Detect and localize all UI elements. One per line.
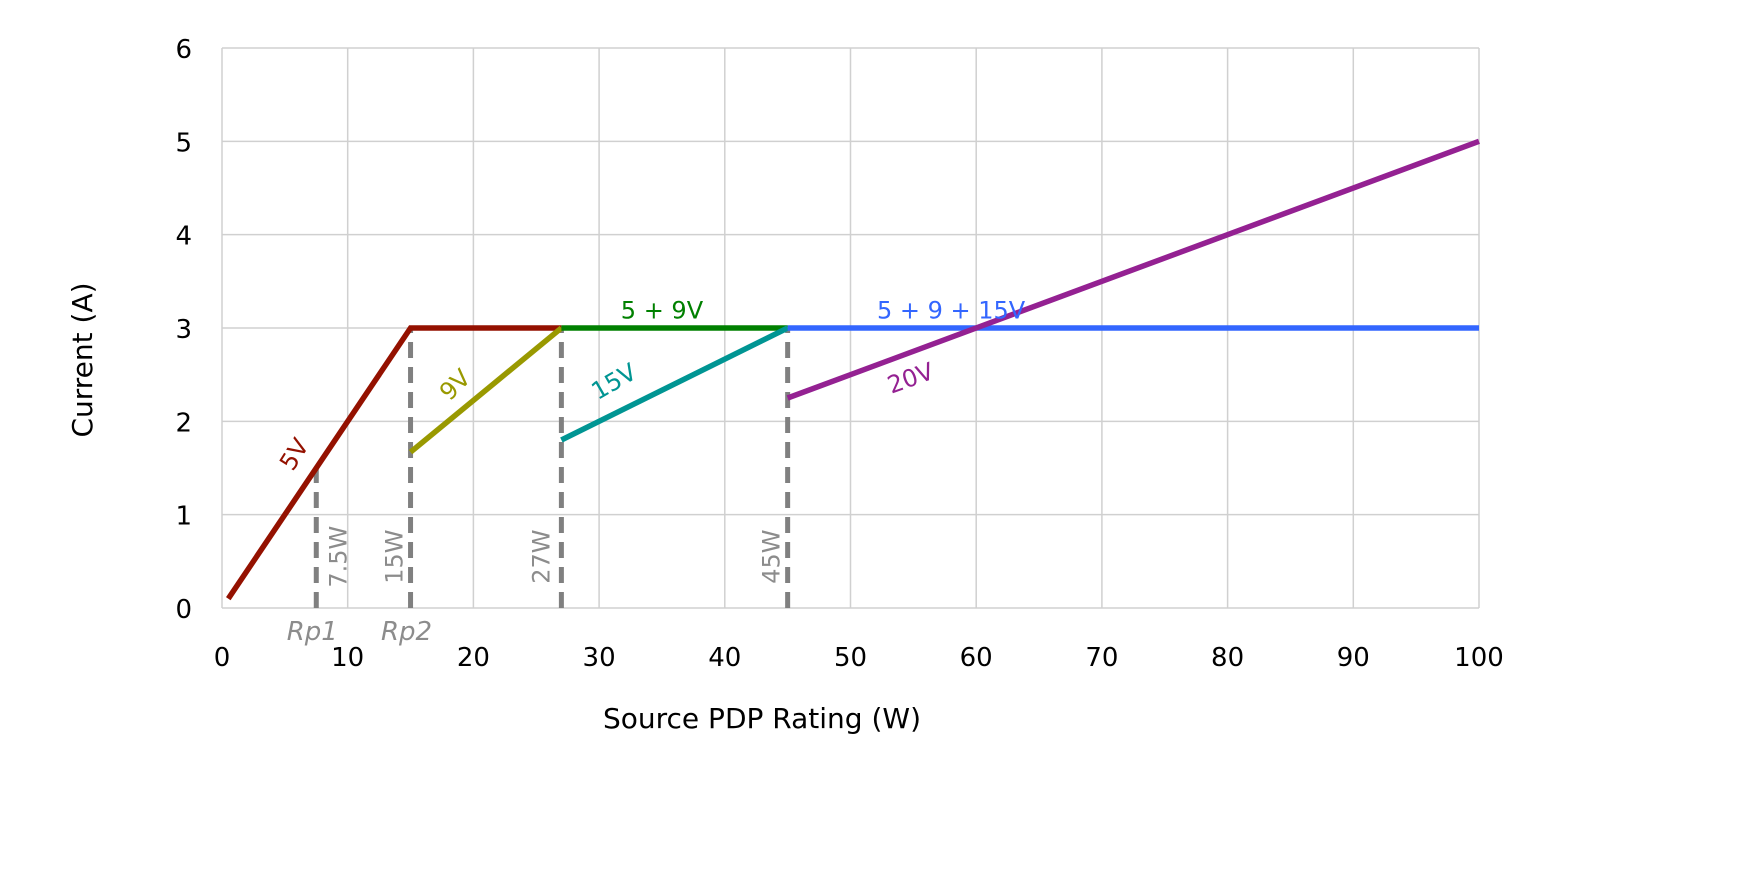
series-lines: [226, 138, 1480, 601]
x-tick-label: 40: [708, 643, 741, 673]
reference-label: 15W: [381, 530, 409, 584]
series-label: 5V: [274, 433, 315, 475]
x-tick-label: 30: [583, 643, 616, 673]
y-tick-label: 1: [175, 502, 192, 532]
y-tick-label: 4: [175, 222, 192, 252]
x-tick-label: 80: [1211, 643, 1244, 673]
series-line-15V: [560, 325, 789, 443]
y-tick-label: 2: [175, 408, 192, 438]
y-tick-label: 6: [175, 35, 192, 65]
reference-sublabel: Rp2: [381, 617, 432, 647]
series-line-5V: [226, 325, 562, 601]
series-label: 20V: [884, 357, 938, 400]
tick-labels: 0 10 20 30 40 50 60 70 80 90 100 0 1 2 3 4 5 6: [175, 35, 1503, 673]
x-tick-label: 20: [457, 643, 490, 673]
x-tick-label: 100: [1454, 643, 1504, 673]
y-tick-label: 0: [175, 595, 192, 625]
y-axis-title: Current (A): [66, 282, 99, 437]
x-tick-label: 0: [214, 643, 231, 673]
x-tick-label: 60: [960, 643, 993, 673]
x-tick-label: 10: [331, 643, 364, 673]
reference-lines: 7.5W Rp1 15W Rp2 27W 45W: [287, 328, 791, 647]
y-tick-label: 3: [175, 315, 192, 345]
y-tick-label: 5: [175, 128, 192, 158]
series-label: 5 + 9V: [621, 297, 704, 325]
reference-label: 45W: [758, 530, 786, 584]
series-line-20V: [786, 138, 1480, 401]
reference-label: 7.5W: [324, 526, 352, 588]
series-line-9V: [408, 325, 564, 455]
series-label: 5 + 9 + 15V: [877, 297, 1026, 325]
reference-label: 27W: [527, 530, 555, 584]
reference-sublabel: Rp1: [287, 617, 338, 647]
x-tick-label: 50: [834, 643, 867, 673]
x-axis-title: Source PDP Rating (W): [603, 702, 921, 735]
x-tick-label: 70: [1085, 643, 1118, 673]
series-label: 15V: [587, 358, 642, 406]
x-tick-label: 90: [1337, 643, 1370, 673]
